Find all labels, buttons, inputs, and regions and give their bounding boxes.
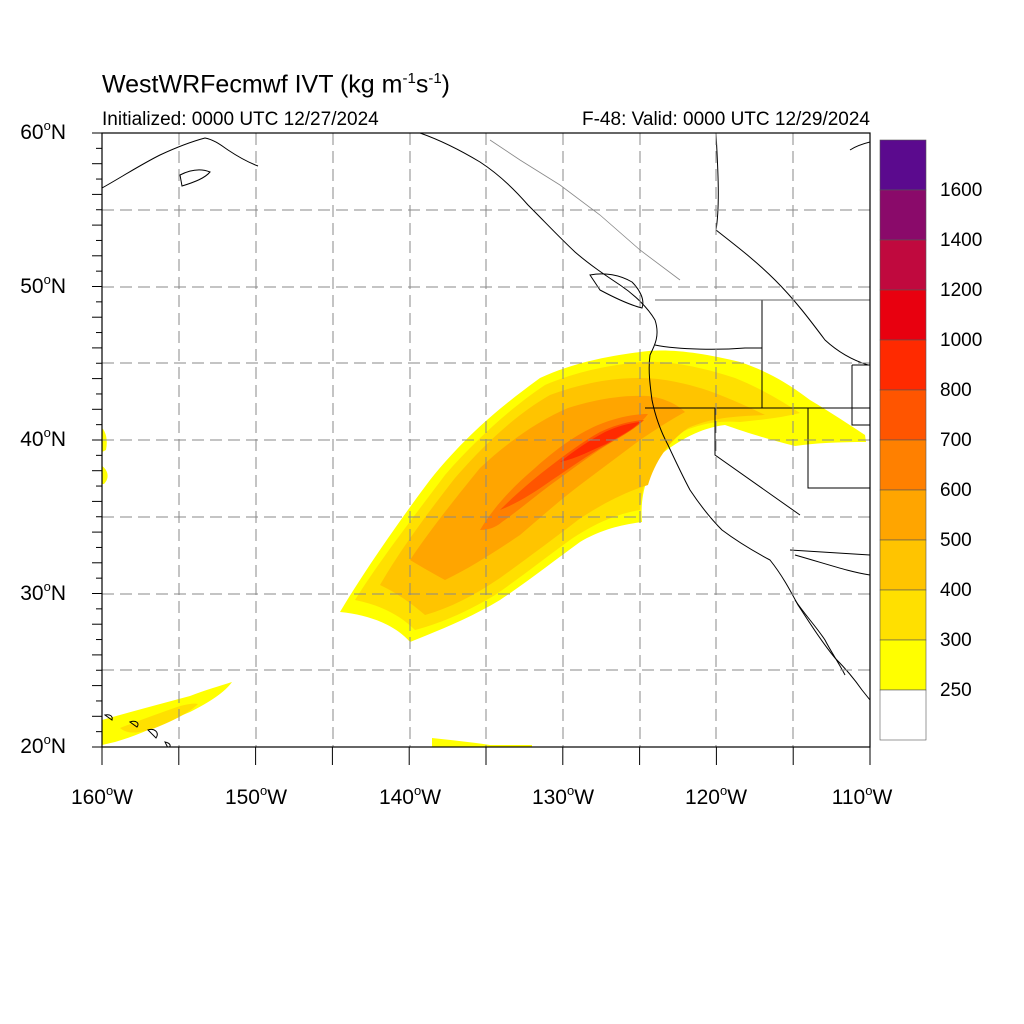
lat-lon-grid	[102, 133, 870, 747]
colorbar-box	[879, 639, 927, 691]
colorbar-box	[879, 689, 927, 741]
lon-label-120: 120oW	[684, 783, 748, 809]
ivt-plume-800	[560, 422, 640, 462]
ivt-southern-patch	[432, 738, 532, 747]
colorbar-label-1600: 1600	[940, 180, 983, 201]
colorbar-box	[879, 339, 927, 391]
axis-ticks	[92, 132, 871, 765]
colorbar-box	[879, 539, 927, 591]
colorbar-box	[879, 139, 927, 191]
title-exponent-1: -1	[402, 70, 416, 87]
colorbar-label-700: 700	[940, 430, 972, 451]
colorbar-label-1200: 1200	[940, 280, 983, 301]
colorbar-boxes	[879, 139, 927, 741]
lat-label-30: 30oN	[20, 579, 66, 605]
colorbar-label-250: 250	[940, 680, 972, 701]
colorbar-label-300: 300	[940, 630, 972, 651]
country-borders	[489, 139, 870, 301]
colorbar-box	[879, 439, 927, 491]
colorbar-label-600: 600	[940, 480, 972, 501]
map-title: WestWRFecmwf IVT (kg m-1s-1)	[102, 70, 450, 99]
title-text: WestWRFecmwf IVT (kg m	[102, 70, 403, 99]
colorbar-box	[879, 289, 927, 341]
lat-label-40: 40oN	[20, 425, 66, 451]
ivt-shading	[102, 133, 870, 747]
lat-label-60: 60oN	[20, 118, 66, 144]
colorbar-box	[879, 389, 927, 441]
colorbar-label-400: 400	[940, 580, 972, 601]
colorbar-label-500: 500	[940, 530, 972, 551]
title-text-mid: s	[415, 70, 429, 99]
ivt-plume-500	[410, 395, 685, 580]
lon-label-160: 160oW	[70, 783, 134, 809]
title-exponent-2: -1	[428, 70, 442, 87]
ivt-west-patch	[102, 428, 108, 484]
coastlines	[102, 133, 870, 747]
colorbar-box	[879, 489, 927, 541]
lon-label-150: 150oW	[224, 783, 288, 809]
colorbar-box	[879, 189, 927, 241]
colorbar-box	[879, 239, 927, 291]
lat-label-50: 50oN	[20, 272, 66, 298]
colorbar-label-1400: 1400	[940, 230, 983, 251]
colorbar-label-1000: 1000	[940, 330, 983, 351]
lon-label-110: 110oW	[831, 783, 893, 809]
colorbar-label-800: 800	[940, 380, 972, 401]
lon-label-140: 140oW	[378, 783, 442, 809]
title-text-end: )	[441, 70, 450, 99]
lon-label-130: 130oW	[531, 783, 595, 809]
initialized-label: Initialized: 0000 UTC 12/27/2024	[102, 109, 379, 130]
colorbar-box	[879, 589, 927, 641]
lat-label-20: 20oN	[20, 732, 66, 758]
valid-time-label: F-48: Valid: 0000 UTC 12/29/2024	[582, 109, 870, 130]
